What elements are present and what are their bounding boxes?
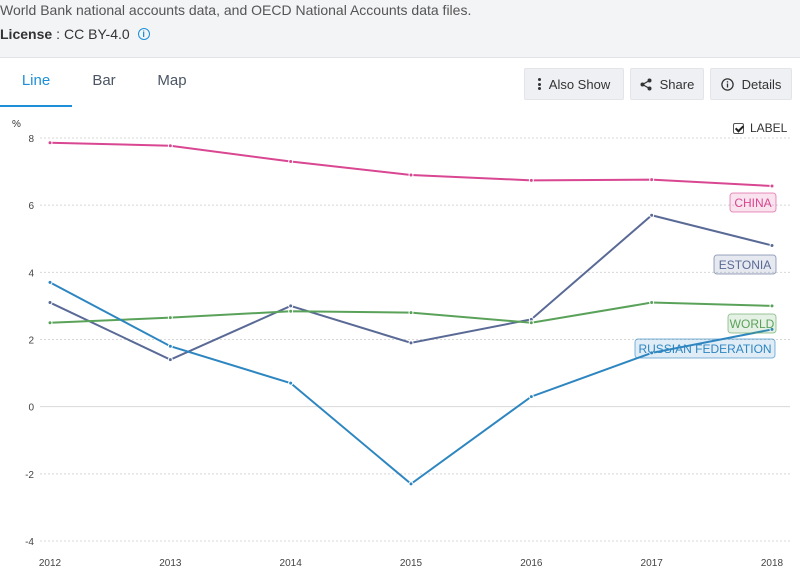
data-point: [649, 212, 655, 218]
data-point: [288, 303, 294, 309]
data-point: [47, 320, 53, 326]
also-show-label: Also Show: [548, 76, 611, 92]
info-icon[interactable]: i: [137, 28, 150, 40]
y-tick-label: 2: [28, 336, 34, 347]
series-label-text: WORLD: [730, 317, 775, 331]
data-point: [288, 159, 294, 165]
y-tick-label: 8: [28, 134, 34, 145]
license-key: License: [0, 26, 53, 42]
source-text: World Bank national accounts data, and O…: [0, 2, 472, 18]
license-line: License : CC BY-4.0 i: [0, 26, 150, 42]
data-point: [47, 300, 53, 306]
series-labels: CHINA ESTONIA WORLD RUSSIAN FEDERATION: [634, 192, 777, 359]
also-show-button[interactable]: Also Show: [524, 68, 624, 100]
share-label: Share: [659, 76, 695, 92]
data-point: [47, 279, 53, 285]
label-toggle-text: LABEL: [750, 121, 788, 135]
chart-tabs: Line Bar Map: [0, 58, 300, 107]
details-label: Details: [741, 76, 782, 92]
license-value: CC BY-4.0: [64, 26, 130, 42]
data-point: [769, 326, 775, 332]
x-tick-label: 2013: [159, 558, 182, 569]
series-label-estonia: ESTONIA: [713, 254, 777, 275]
label-toggle[interactable]: LABEL: [733, 121, 787, 135]
x-tick-label: 2012: [39, 558, 62, 569]
vertical-dots-icon: [537, 77, 541, 92]
data-point: [649, 300, 655, 306]
series: [47, 140, 775, 487]
series-label-russian-federation: RUSSIAN FEDERATION: [634, 338, 776, 359]
series-label-world: WORLD: [727, 313, 777, 334]
tab-bar[interactable]: Bar: [92, 72, 116, 89]
share-icon: [640, 78, 652, 91]
x-tick-label: 2016: [520, 558, 543, 569]
data-point: [408, 481, 414, 487]
data-point: [408, 172, 414, 178]
data-point: [649, 350, 655, 356]
details-info-icon: [720, 77, 734, 91]
data-point: [769, 303, 775, 309]
y-tick-label: 6: [28, 201, 34, 212]
y-tick-label: 4: [28, 268, 34, 279]
data-point: [769, 183, 775, 189]
data-point: [167, 315, 173, 321]
series-label-box: [727, 313, 777, 334]
series-label-box: [713, 254, 777, 275]
x-tick-label: 2018: [761, 558, 784, 569]
details-button[interactable]: Details: [710, 68, 792, 100]
series-label-text: RUSSIAN FEDERATION: [638, 342, 771, 356]
data-point: [167, 357, 173, 363]
series-label-box: [634, 338, 776, 359]
series-line-china: [49, 141, 773, 188]
y-tick-label: -4: [25, 537, 34, 548]
data-point: [408, 310, 414, 316]
license-separator: :: [56, 26, 61, 42]
series-label-box: [729, 192, 777, 213]
data-point: [528, 320, 534, 326]
data-point: [528, 177, 534, 183]
data-point: [649, 177, 655, 183]
x-tick-label: 2015: [400, 558, 423, 569]
series-label-china: CHINA: [729, 192, 777, 213]
axes: % 8 6 4 2 0 -2 -4 2012 2013 2014 2015 2016 2017 2018: [12, 119, 784, 569]
y-axis-label: %: [12, 119, 21, 130]
chart-panel: Line Bar Map Also Show Share Details: [0, 57, 800, 573]
tab-line[interactable]: Line: [0, 58, 72, 107]
data-point: [167, 143, 173, 149]
series-label-text: ESTONIA: [719, 258, 771, 272]
data-point: [167, 343, 173, 349]
tab-map[interactable]: Map: [157, 72, 187, 89]
data-point: [408, 340, 414, 346]
series-line-estonia: [49, 214, 773, 361]
series-label-text: CHINA: [734, 196, 771, 210]
data-point: [47, 140, 53, 146]
x-tick-label: 2017: [641, 558, 664, 569]
data-point: [288, 308, 294, 314]
y-tick-label: 0: [28, 403, 34, 414]
x-tick-label: 2014: [280, 558, 303, 569]
data-point: [288, 380, 294, 386]
label-checkbox[interactable]: [733, 122, 744, 134]
data-point: [769, 242, 775, 248]
y-tick-label: -2: [25, 470, 34, 481]
share-button[interactable]: Share: [630, 68, 704, 100]
data-point: [528, 394, 534, 400]
